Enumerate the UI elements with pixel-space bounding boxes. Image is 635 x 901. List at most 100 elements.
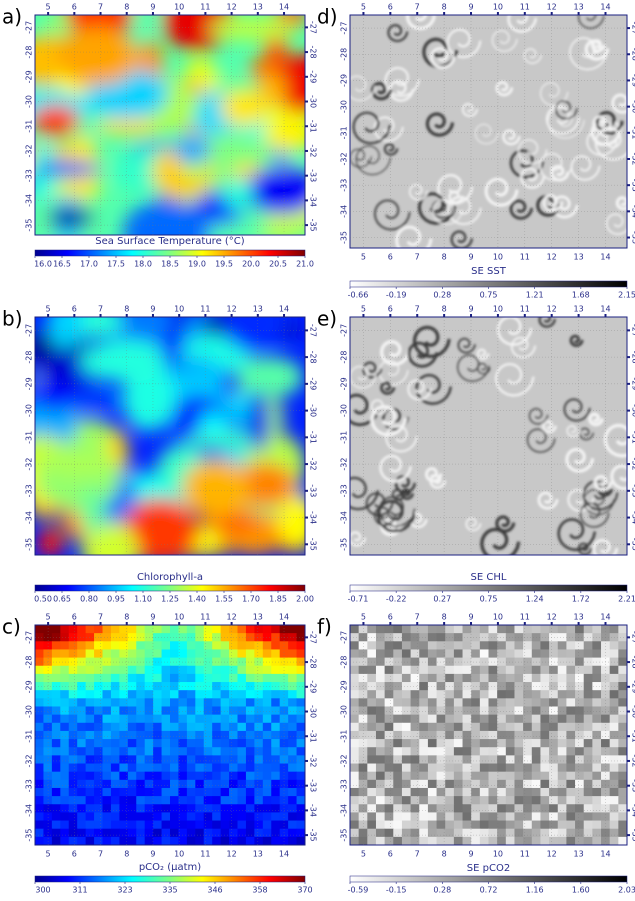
- cell: [358, 641, 368, 650]
- cell: [60, 779, 70, 789]
- cell: [77, 649, 87, 659]
- cell: [497, 763, 507, 773]
- colorbar-tick-label: 0.28: [433, 886, 451, 895]
- cell: [384, 649, 394, 659]
- cell: [566, 755, 576, 765]
- cell: [523, 730, 533, 740]
- cell: [254, 730, 264, 740]
- cell: [350, 747, 360, 756]
- cell: [212, 665, 222, 675]
- cell: [43, 755, 53, 765]
- swirl: [555, 100, 578, 120]
- cell: [161, 665, 171, 675]
- cell: [514, 633, 524, 642]
- cell: [375, 649, 386, 659]
- cell: [245, 812, 255, 822]
- y-tick-label: -32: [340, 152, 349, 165]
- cell: [35, 779, 44, 789]
- x-tick-label: 7: [415, 613, 420, 622]
- swirl: [388, 79, 415, 102]
- cell: [35, 625, 44, 634]
- cell: [271, 755, 281, 765]
- cell: [195, 649, 205, 659]
- cell: [471, 796, 481, 805]
- cell: [195, 739, 205, 748]
- cell: [401, 649, 412, 659]
- cell: [178, 625, 188, 634]
- cell: [358, 739, 368, 748]
- cell: [136, 779, 146, 789]
- cell: [419, 747, 429, 756]
- cell: [102, 690, 112, 699]
- cell: [203, 812, 213, 822]
- cell: [462, 625, 472, 634]
- cell: [170, 771, 179, 781]
- cell: [102, 665, 112, 675]
- cell: [462, 747, 472, 756]
- cell: [94, 747, 103, 756]
- cell: [102, 673, 112, 683]
- cell: [288, 714, 298, 724]
- cell: [161, 673, 171, 683]
- cell: [178, 665, 188, 675]
- cell: [592, 763, 602, 773]
- cell: [254, 828, 264, 838]
- y-tick-label: -33: [340, 179, 349, 192]
- cell: [43, 804, 53, 813]
- cell: [479, 722, 489, 732]
- cell: [523, 698, 533, 707]
- x-tick-label: 6: [388, 3, 393, 12]
- cell: [609, 771, 619, 781]
- cell: [254, 763, 264, 773]
- cell: [531, 706, 541, 716]
- swirl: [425, 112, 455, 137]
- cell: [350, 633, 360, 642]
- y-tick-label: -35: [309, 219, 318, 232]
- cell: [296, 730, 305, 740]
- colorbar: [34, 584, 306, 592]
- cell: [35, 665, 44, 675]
- colorbar: [349, 280, 628, 288]
- cell: [367, 625, 377, 634]
- cell: [609, 722, 619, 732]
- cell: [557, 722, 567, 732]
- cell: [479, 657, 489, 667]
- cell: [549, 722, 559, 732]
- cell: [609, 763, 619, 773]
- cell: [549, 771, 559, 781]
- cell: [271, 820, 281, 830]
- y-tick-label: -30: [25, 705, 34, 718]
- cell: [453, 641, 464, 650]
- cell: [471, 706, 481, 716]
- cell: [212, 673, 222, 683]
- cell: [618, 771, 627, 781]
- eddy: [46, 209, 95, 227]
- cell: [514, 836, 524, 845]
- swirl: [577, 542, 593, 555]
- cell: [127, 755, 137, 765]
- cell: [566, 836, 576, 845]
- colorbar-tick-label: 0.80: [80, 595, 98, 604]
- cell: [262, 836, 272, 845]
- cell: [523, 828, 533, 838]
- cell: [471, 714, 481, 724]
- cell: [479, 755, 489, 765]
- cell: [419, 836, 429, 845]
- cell: [583, 625, 593, 634]
- cell: [279, 787, 289, 797]
- cell: [60, 682, 70, 691]
- cell: [592, 625, 602, 634]
- colorbar-tick-label: 1.70: [242, 595, 260, 604]
- cell: [170, 779, 179, 789]
- cell: [401, 714, 412, 724]
- cell: [102, 714, 112, 724]
- y-tick-label: -34: [631, 205, 635, 218]
- cell: [144, 682, 154, 691]
- cell: [445, 690, 455, 699]
- cell: [592, 722, 602, 732]
- cell: [601, 673, 611, 683]
- cell: [68, 812, 78, 822]
- cell: [479, 836, 489, 845]
- cell: [254, 722, 264, 732]
- cell: [77, 804, 87, 813]
